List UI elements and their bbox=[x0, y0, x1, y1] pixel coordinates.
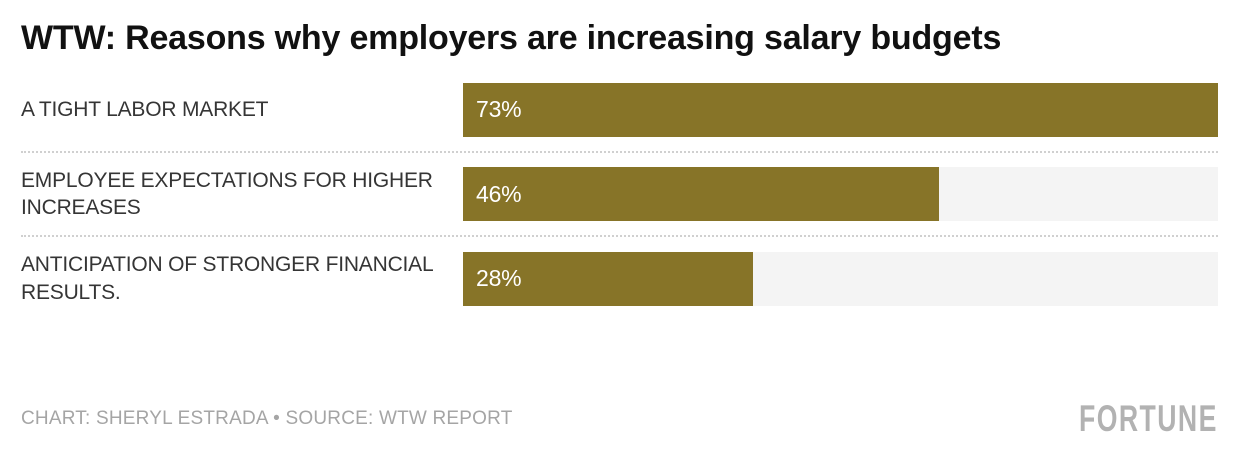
bar: 46% bbox=[463, 167, 939, 222]
chart-credit: CHART: SHERYL ESTRADA • SOURCE: WTW REPO… bbox=[21, 408, 513, 429]
chart-title: WTW: Reasons why employers are increasin… bbox=[21, 19, 1002, 57]
bar-track: 73% bbox=[463, 82, 1218, 137]
bar: 73% bbox=[463, 82, 1218, 137]
value-label: 28% bbox=[476, 265, 522, 292]
chart-footer: CHART: SHERYL ESTRADA • SOURCE: WTW REPO… bbox=[21, 398, 1218, 440]
value-label: 46% bbox=[476, 180, 522, 207]
bar-track: 28% bbox=[463, 251, 1218, 306]
bar-track: 46% bbox=[463, 167, 1218, 222]
category-label: EMPLOYEE EXPECTATIONS FOR HIGHER INCREAS… bbox=[21, 168, 433, 220]
value-label: 73% bbox=[476, 96, 522, 123]
bar-row: ANTICIPATION OF STRONGER FINANCIAL RESUL… bbox=[21, 237, 1218, 306]
bar-row: EMPLOYEE EXPECTATIONS FOR HIGHER INCREAS… bbox=[21, 153, 1218, 238]
bar-row: A TIGHT LABOR MARKET 73% bbox=[21, 82, 1218, 153]
bar-chart: A TIGHT LABOR MARKET 73% EMPLOYEE EXPECT… bbox=[21, 82, 1218, 306]
category-label: ANTICIPATION OF STRONGER FINANCIAL RESUL… bbox=[21, 253, 433, 304]
bar: 28% bbox=[463, 251, 753, 306]
category-label: A TIGHT LABOR MARKET bbox=[21, 98, 269, 122]
fortune-logo: FORTUNE bbox=[1079, 398, 1218, 439]
